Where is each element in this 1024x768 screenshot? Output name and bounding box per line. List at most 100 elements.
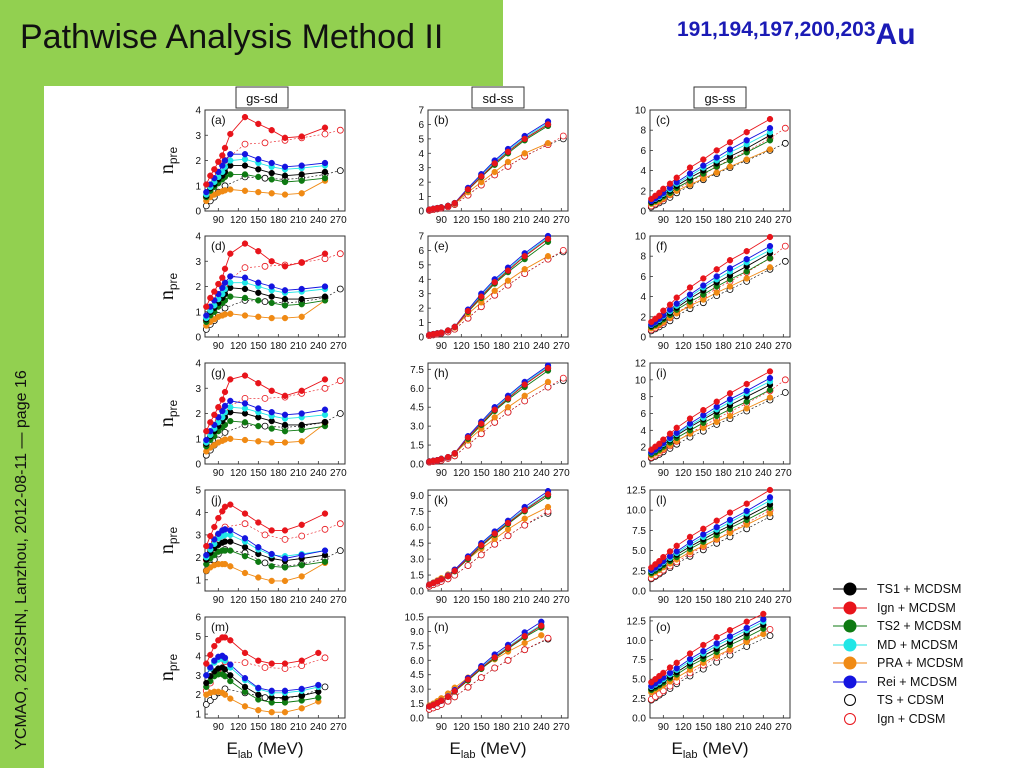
data-point bbox=[227, 397, 234, 405]
data-point bbox=[666, 669, 674, 677]
data-point bbox=[700, 406, 707, 414]
y-tick-label: 4 bbox=[640, 292, 646, 303]
data-point bbox=[438, 329, 445, 336]
data-point bbox=[713, 634, 720, 641]
x-tick-label: 90 bbox=[658, 595, 670, 606]
data-point bbox=[321, 384, 329, 392]
data-point bbox=[221, 560, 229, 568]
data-point bbox=[211, 536, 218, 543]
x-tick-label: 150 bbox=[473, 468, 490, 479]
data-point bbox=[478, 293, 485, 300]
y-tick-label: 2 bbox=[195, 156, 201, 167]
data-point bbox=[221, 279, 229, 286]
data-point bbox=[281, 302, 289, 309]
x-tick-label: 90 bbox=[436, 215, 448, 226]
data-point bbox=[491, 279, 498, 286]
data-point bbox=[203, 181, 210, 188]
data-point bbox=[315, 681, 322, 689]
data-point bbox=[464, 307, 472, 315]
data-point bbox=[281, 577, 289, 585]
y-tick-label: 4 bbox=[195, 106, 201, 117]
data-point bbox=[781, 124, 789, 132]
panel-label: (n) bbox=[434, 620, 449, 634]
y-tick-label: 2 bbox=[195, 690, 201, 701]
data-point bbox=[726, 396, 734, 403]
x-tick-label: 270 bbox=[775, 722, 792, 733]
x-tick-label: 240 bbox=[755, 722, 772, 733]
data-point bbox=[726, 390, 734, 397]
panel-k: 90 120 150 180 210 240 270 0.0 1.5 3.0 4.5 6.0 7.5 9.… bbox=[410, 487, 570, 606]
y-tick-label: 7 bbox=[418, 106, 424, 117]
data-point bbox=[221, 634, 229, 641]
data-point bbox=[255, 657, 262, 664]
data-point bbox=[538, 622, 545, 629]
x-tick-label: 90 bbox=[436, 468, 448, 479]
legend-item: PRA + MCDSM bbox=[833, 654, 993, 673]
data-point bbox=[241, 510, 249, 517]
data-point bbox=[268, 258, 275, 265]
data-point bbox=[221, 428, 229, 436]
data-point bbox=[713, 169, 720, 176]
data-point bbox=[281, 287, 289, 294]
data-point bbox=[713, 154, 720, 161]
y-tick-label: 4.5 bbox=[410, 539, 424, 550]
data-point bbox=[268, 687, 275, 694]
y-tick-label: 4 bbox=[195, 508, 201, 519]
y-tick-label: 3.0 bbox=[410, 685, 424, 696]
y-tick-label: 2 bbox=[195, 409, 201, 420]
x-tick-label: 150 bbox=[473, 722, 490, 733]
x-tick-label: 210 bbox=[290, 722, 307, 733]
data-point bbox=[444, 453, 452, 461]
data-point bbox=[726, 509, 734, 516]
data-point bbox=[660, 185, 667, 192]
y-tick-label: 1 bbox=[418, 192, 424, 203]
x-tick-label: 270 bbox=[775, 595, 792, 606]
data-point bbox=[215, 158, 222, 165]
y-tick-label: 0 bbox=[195, 207, 201, 218]
x-tick-label: 210 bbox=[290, 468, 307, 479]
data-point bbox=[336, 167, 344, 175]
y-tick-label: 1 bbox=[195, 307, 201, 318]
x-tick-label: 90 bbox=[213, 595, 225, 606]
y-tick-label: 0 bbox=[418, 333, 424, 344]
legend-label: Ign + CDSM bbox=[877, 711, 946, 726]
legend-marker bbox=[833, 675, 867, 689]
data-point bbox=[451, 687, 458, 695]
x-tick-label: 210 bbox=[513, 215, 530, 226]
data-point bbox=[227, 417, 234, 425]
data-point bbox=[766, 374, 774, 382]
data-point bbox=[686, 650, 694, 657]
data-point bbox=[241, 659, 249, 666]
y-tick-label: 1.5 bbox=[410, 441, 424, 452]
data-point bbox=[298, 295, 305, 303]
data-point bbox=[781, 242, 789, 250]
data-point bbox=[521, 253, 528, 260]
data-point bbox=[656, 557, 663, 565]
data-point bbox=[281, 555, 289, 562]
y-tick-label: 0 bbox=[418, 207, 424, 218]
data-point bbox=[726, 633, 734, 640]
data-point bbox=[743, 275, 750, 282]
data-point bbox=[713, 418, 720, 426]
legend-marker bbox=[844, 694, 856, 707]
data-point bbox=[656, 440, 663, 447]
data-point bbox=[255, 574, 262, 581]
data-point bbox=[268, 293, 275, 300]
panel-o: 90 120 150 180 210 240 270 0.0 2.5 5.0 7.5 10.0 12.5… bbox=[627, 610, 792, 733]
panel-n: 90 120 150 180 210 240 270 0.0 1.5 3.0 4.5 6.0 7.5 9.… bbox=[405, 613, 571, 734]
data-point bbox=[713, 524, 720, 531]
data-point bbox=[321, 419, 329, 426]
data-point bbox=[206, 697, 214, 704]
x-tick-label: 270 bbox=[330, 722, 347, 733]
data-point bbox=[464, 186, 472, 193]
data-point bbox=[544, 364, 552, 372]
legend-label: Ign + MCDSM bbox=[877, 600, 956, 615]
data-point bbox=[281, 163, 289, 170]
data-point bbox=[766, 233, 774, 241]
x-axis-label: Elab (MeV) bbox=[671, 739, 748, 761]
x-tick-label: 150 bbox=[695, 215, 712, 226]
legend-item: Ign + CDSM bbox=[833, 710, 993, 729]
panel-label: (k) bbox=[434, 493, 448, 507]
x-tick-label: 270 bbox=[553, 595, 570, 606]
